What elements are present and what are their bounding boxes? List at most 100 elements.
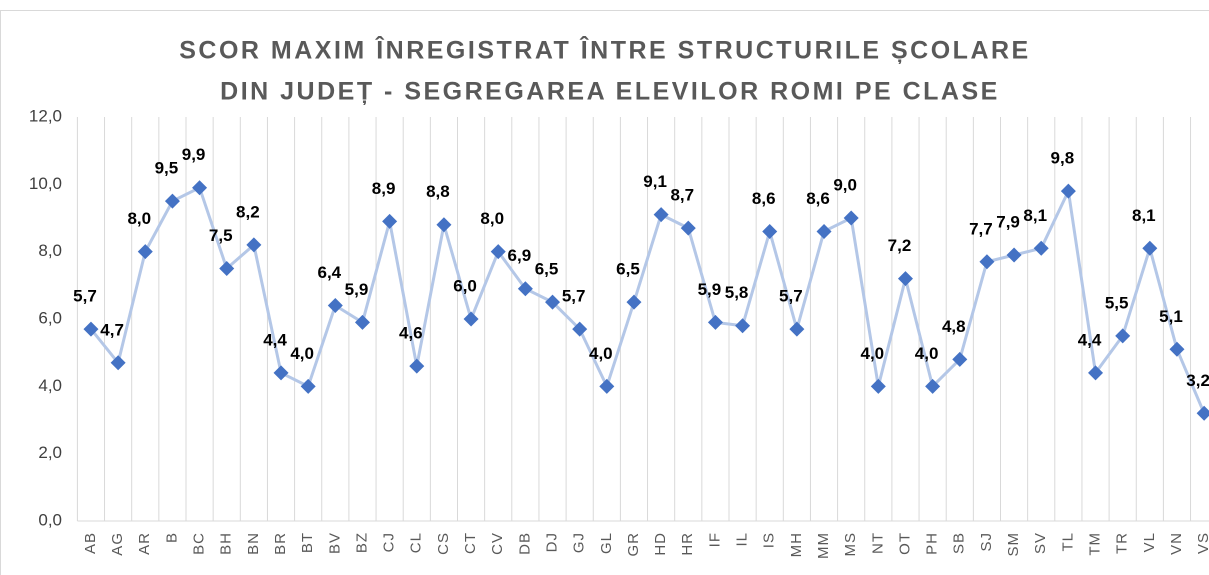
x-tick-label: GL [598, 532, 615, 554]
data-label: 4,0 [290, 344, 314, 363]
x-tick-label: CL [408, 532, 425, 553]
data-label: 8,6 [752, 189, 776, 208]
chart-title: DIN JUDEȚ - SEGREGAREA ELEVILOR ROMI PE … [220, 78, 1000, 106]
x-tick-label: BR [272, 532, 289, 555]
data-label: 5,7 [562, 287, 586, 306]
marker [626, 294, 642, 310]
x-tick-label: BZ [353, 532, 370, 553]
marker [354, 314, 370, 330]
x-tick-label: IL [734, 532, 751, 547]
x-tick-label: AB [82, 532, 99, 554]
x-tick-label: IF [706, 532, 723, 547]
data-label: 9,8 [1051, 149, 1075, 168]
marker [599, 378, 615, 394]
x-tick-label: OT [896, 532, 913, 555]
y-tick-label: 6,0 [38, 308, 62, 327]
data-label: 6,5 [616, 260, 640, 279]
data-label: 5,7 [73, 287, 97, 306]
x-tick-label: CV [489, 532, 506, 555]
marker [952, 351, 968, 367]
data-label: 8,0 [480, 209, 504, 228]
marker [735, 318, 751, 334]
data-label: 8,8 [426, 182, 450, 201]
marker [653, 207, 669, 223]
marker [1196, 405, 1209, 421]
y-tick-label: 10,0 [29, 174, 62, 193]
marker [164, 193, 180, 209]
x-tick-label: SV [1032, 532, 1049, 554]
x-tick-label: CJ [381, 532, 398, 552]
marker [219, 261, 235, 276]
x-tick-label: TL [1059, 532, 1076, 552]
data-label: 9,5 [155, 159, 179, 178]
data-label: 5,8 [725, 283, 749, 302]
data-label: 4,4 [1078, 330, 1102, 349]
data-label: 6,5 [535, 260, 559, 279]
marker [789, 321, 805, 337]
marker [572, 321, 588, 337]
x-tick-label: VS [1195, 532, 1209, 554]
marker [327, 298, 343, 314]
marker [843, 210, 859, 226]
marker [246, 237, 262, 253]
marker [707, 314, 723, 330]
marker [925, 378, 941, 394]
x-tick-label: BV [326, 532, 343, 554]
marker [1033, 240, 1049, 256]
x-tick-label: GR [625, 532, 642, 557]
x-tick-label: AR [136, 532, 153, 555]
x-tick-label: IS [761, 532, 778, 548]
marker [517, 281, 533, 297]
marker [409, 358, 425, 374]
marker [1088, 365, 1104, 381]
x-tick-label: SJ [978, 532, 995, 552]
x-tick-label: DJ [543, 532, 560, 552]
data-label: 4,4 [263, 330, 287, 349]
x-tick-label: SB [951, 532, 968, 554]
marker [1060, 183, 1076, 199]
data-label: 9,1 [643, 172, 667, 191]
x-tick-label: SM [1005, 532, 1022, 557]
data-label: 8,1 [1023, 206, 1047, 225]
x-tick-label: BT [299, 532, 316, 553]
data-label: 8,7 [670, 186, 694, 205]
data-label: 7,9 [996, 213, 1020, 232]
marker [979, 254, 995, 270]
data-label: 4,0 [589, 344, 613, 363]
x-tick-label: BH [218, 532, 235, 555]
marker [137, 244, 153, 260]
y-tick-label: 4,0 [38, 376, 62, 395]
x-tick-label: GJ [571, 532, 588, 553]
x-tick-label: VN [1168, 532, 1185, 555]
x-tick-label: HR [679, 532, 696, 556]
marker [382, 213, 398, 229]
x-tick-label: CS [435, 532, 452, 555]
x-tick-label: AG [109, 532, 126, 556]
x-tick-label: B [163, 532, 180, 543]
data-label: 8,9 [372, 179, 396, 198]
x-tick-label: CT [462, 532, 479, 554]
marker [1115, 328, 1131, 344]
marker [83, 321, 99, 337]
x-tick-label: VL [1141, 532, 1158, 552]
data-label: 4,0 [861, 344, 885, 363]
marker [110, 355, 126, 371]
data-label: 6,9 [508, 246, 532, 265]
y-tick-label: 12,0 [29, 106, 62, 125]
marker [1169, 341, 1185, 357]
data-label: 9,0 [833, 175, 857, 194]
data-label: 5,9 [345, 280, 369, 299]
marker [192, 180, 208, 196]
marker [680, 220, 696, 236]
x-tick-label: MH [788, 532, 805, 557]
y-tick-label: 8,0 [38, 241, 62, 260]
data-label: 8,1 [1132, 206, 1156, 225]
data-label: 7,7 [969, 219, 993, 238]
marker [762, 223, 778, 239]
chart-title: SCOR MAXIM ÎNREGISTRAT ÎNTRE STRUCTURILE… [179, 35, 1030, 65]
marker [300, 378, 316, 394]
data-label: 4,8 [942, 317, 966, 336]
data-label: 6,0 [453, 276, 477, 295]
marker [1142, 240, 1158, 256]
marker [870, 378, 886, 394]
